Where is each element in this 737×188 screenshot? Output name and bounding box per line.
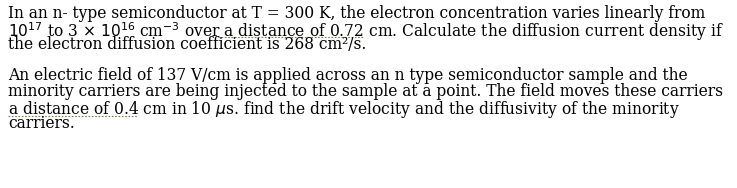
Text: carriers.: carriers.: [8, 115, 74, 132]
Text: the electron diffusion coefficient is 268 cm²/s.: the electron diffusion coefficient is 26…: [8, 36, 366, 53]
Text: An electric field of 137 V/cm is applied across an n type semiconductor sample a: An electric field of 137 V/cm is applied…: [8, 67, 688, 84]
Text: a distance of 0.4 cm in 10 $\mu$s. find the drift velocity and the diffusivity o: a distance of 0.4 cm in 10 $\mu$s. find …: [8, 99, 680, 120]
Text: $10^{17}$ to 3 $\times$ $10^{16}$ cm$^{-3}$ over a distance of 0.72 cm. Calculat: $10^{17}$ to 3 $\times$ $10^{16}$ cm$^{-…: [8, 20, 724, 43]
Text: In an n- type semiconductor at T = 300 K, the electron concentration varies line: In an n- type semiconductor at T = 300 K…: [8, 5, 705, 22]
Text: minority carriers are being injected to the sample at a point. The field moves t: minority carriers are being injected to …: [8, 83, 723, 100]
